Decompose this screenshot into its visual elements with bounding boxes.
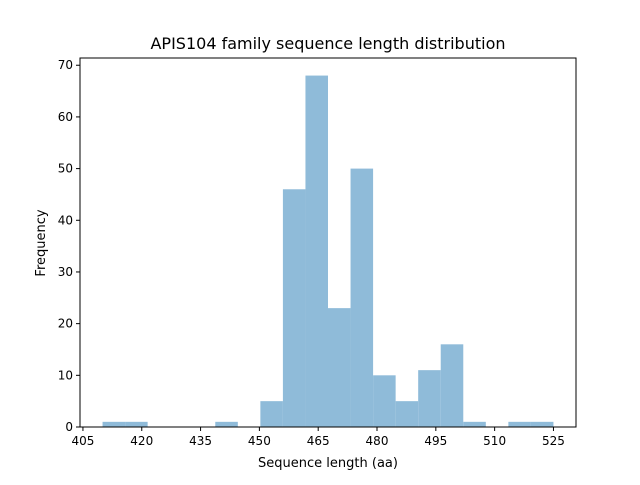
y-tick-label: 70 — [58, 58, 73, 72]
x-tick-label: 525 — [542, 434, 565, 448]
histogram-bar — [305, 75, 328, 428]
x-tick-label: 420 — [130, 434, 153, 448]
histogram-bar — [282, 189, 306, 427]
histogram-bar — [440, 344, 464, 427]
histogram-bar — [463, 421, 486, 427]
y-tick-label: 10 — [58, 368, 73, 382]
x-tick-label: 450 — [248, 434, 271, 448]
histogram-bar — [102, 421, 126, 427]
histogram-bar — [418, 370, 441, 427]
x-tick-label: 405 — [71, 434, 94, 448]
histogram-bar — [508, 421, 531, 427]
y-tick-label: 40 — [58, 213, 73, 227]
x-tick-label: 480 — [366, 434, 389, 448]
chart-title: APIS104 family sequence length distribut… — [150, 34, 505, 53]
histogram-bar — [328, 308, 351, 427]
histogram-bar — [373, 375, 396, 427]
y-axis-label: Frequency — [34, 209, 49, 276]
axes-frame — [79, 57, 577, 428]
y-tick-label: 30 — [58, 265, 73, 279]
y-tick-label: 0 — [65, 420, 73, 434]
x-tick-label: 435 — [189, 434, 212, 448]
y-tick-label: 50 — [58, 162, 73, 176]
histogram-bar — [125, 421, 148, 427]
y-tick-label: 60 — [58, 110, 73, 124]
histogram-bar — [395, 401, 419, 427]
x-tick-label: 510 — [483, 434, 506, 448]
x-axis-label: Sequence length (aa) — [258, 456, 398, 471]
x-tick-label: 465 — [307, 434, 330, 448]
x-tick-label: 495 — [424, 434, 447, 448]
histogram-bar — [260, 401, 283, 427]
y-tick-label: 20 — [58, 317, 73, 331]
histogram-bar — [530, 421, 554, 427]
histogram-bar — [215, 421, 238, 427]
histogram-bar — [350, 168, 374, 428]
